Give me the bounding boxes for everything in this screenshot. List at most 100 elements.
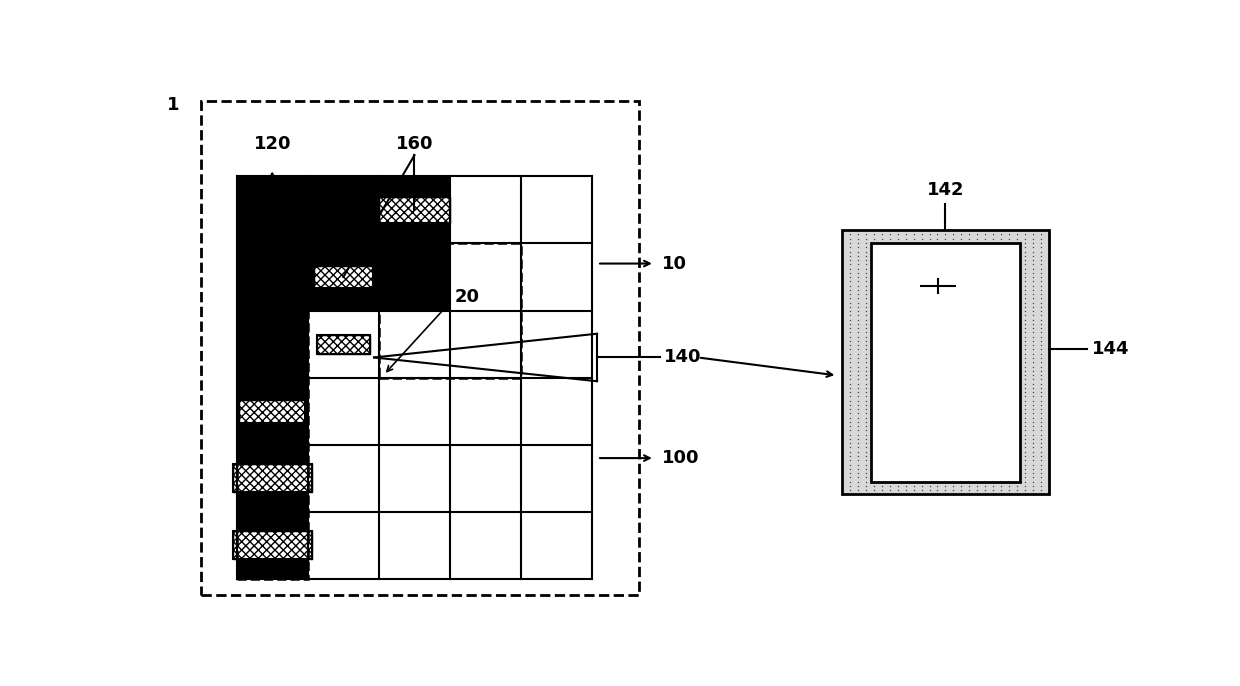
Point xyxy=(856,297,875,308)
Point xyxy=(856,468,875,479)
Point xyxy=(1016,306,1035,317)
Point xyxy=(1023,459,1043,470)
Point xyxy=(848,280,868,291)
Point xyxy=(856,289,875,300)
Point xyxy=(848,387,868,398)
Bar xyxy=(314,266,373,287)
Point xyxy=(1030,327,1050,338)
Point xyxy=(944,480,963,491)
Point xyxy=(1016,255,1035,265)
Point xyxy=(848,250,868,261)
Point xyxy=(920,484,940,495)
Point xyxy=(960,484,980,495)
Text: 20: 20 xyxy=(455,288,480,306)
Point xyxy=(841,229,861,240)
Point xyxy=(1030,335,1050,346)
Text: 10: 10 xyxy=(661,255,687,272)
Point xyxy=(1030,322,1050,333)
Bar xyxy=(316,335,371,353)
Point xyxy=(841,314,861,325)
Point xyxy=(848,416,868,427)
Point xyxy=(841,480,861,491)
Point xyxy=(856,241,875,252)
Point xyxy=(856,370,875,381)
Point xyxy=(1016,463,1035,474)
Bar xyxy=(237,176,593,579)
Point xyxy=(960,233,980,244)
Point xyxy=(928,229,947,240)
Point xyxy=(1030,289,1050,300)
Point xyxy=(1016,327,1035,338)
Point xyxy=(1030,399,1050,410)
Point xyxy=(1030,442,1050,453)
Point xyxy=(1016,408,1035,419)
Point xyxy=(841,374,861,385)
Point xyxy=(1030,310,1050,321)
Point xyxy=(1030,378,1050,389)
Point xyxy=(1023,268,1043,279)
Point xyxy=(841,468,861,479)
Point xyxy=(841,348,861,359)
Point xyxy=(848,276,868,287)
Point xyxy=(1023,322,1043,333)
Point xyxy=(841,434,861,445)
Point xyxy=(1030,438,1050,449)
Point xyxy=(1016,374,1035,385)
Point xyxy=(872,484,892,495)
Point xyxy=(841,241,861,252)
Point xyxy=(1030,229,1050,240)
Point xyxy=(895,480,915,491)
Point xyxy=(856,459,875,470)
Point xyxy=(1030,272,1050,283)
Point xyxy=(856,421,875,431)
Bar xyxy=(237,311,308,579)
Point xyxy=(848,429,868,440)
Point xyxy=(848,301,868,312)
Point xyxy=(841,366,861,377)
Point xyxy=(983,484,1003,495)
Point xyxy=(1023,387,1043,398)
Point xyxy=(848,442,868,453)
Point xyxy=(841,451,861,462)
Point xyxy=(841,361,861,372)
Point xyxy=(911,233,931,244)
Point xyxy=(1016,259,1035,270)
Point xyxy=(848,293,868,304)
Point xyxy=(880,480,900,491)
Point xyxy=(841,408,861,419)
Point xyxy=(1023,480,1043,491)
Point xyxy=(880,484,900,495)
Point xyxy=(1023,370,1043,381)
Point xyxy=(856,348,875,359)
Bar xyxy=(378,197,450,222)
Point xyxy=(1023,366,1043,377)
Point xyxy=(856,318,875,329)
Point xyxy=(864,480,884,491)
Point xyxy=(1016,293,1035,304)
Point xyxy=(841,318,861,329)
Point xyxy=(856,484,875,495)
Point xyxy=(1030,370,1050,381)
Point xyxy=(1023,289,1043,300)
Point xyxy=(856,276,875,287)
Bar xyxy=(201,101,640,595)
Point xyxy=(856,391,875,402)
Text: 160: 160 xyxy=(396,134,433,152)
Point xyxy=(848,425,868,436)
Point xyxy=(1030,434,1050,445)
Point xyxy=(848,348,868,359)
Point xyxy=(999,233,1019,244)
Point xyxy=(1016,357,1035,368)
Point xyxy=(1016,391,1035,402)
Point xyxy=(1030,391,1050,402)
Point xyxy=(1030,476,1050,487)
Point xyxy=(975,229,994,240)
Point xyxy=(856,263,875,274)
Point xyxy=(1023,451,1043,462)
Point xyxy=(841,327,861,338)
Point xyxy=(841,246,861,257)
Point xyxy=(872,233,892,244)
Point xyxy=(848,447,868,458)
Point xyxy=(1023,246,1043,257)
Point xyxy=(848,361,868,372)
